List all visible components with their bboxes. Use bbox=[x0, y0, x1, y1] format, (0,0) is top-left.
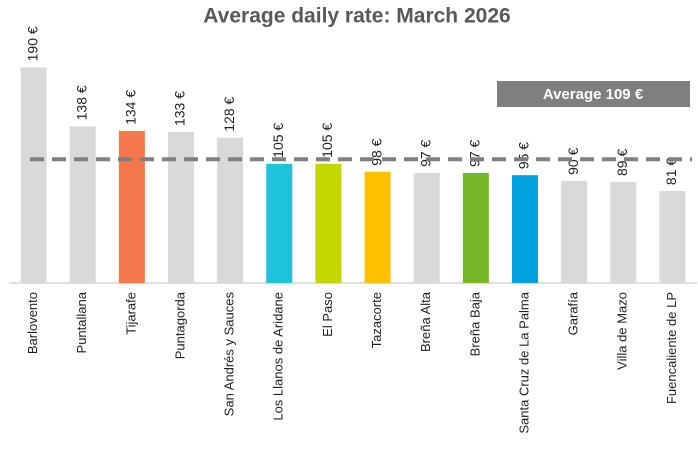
bar bbox=[561, 180, 588, 283]
value-label: 95 € bbox=[516, 142, 532, 169]
x-tick-label: Tazacorte bbox=[369, 292, 384, 348]
x-tick-label: Puntallana bbox=[74, 291, 89, 353]
value-label: 134 € bbox=[123, 90, 139, 125]
x-tick-label: Breña Alta bbox=[418, 291, 433, 352]
bar bbox=[462, 172, 489, 283]
value-label: 97 € bbox=[467, 139, 483, 166]
bar bbox=[217, 137, 244, 283]
value-label: 90 € bbox=[565, 147, 581, 174]
bar bbox=[69, 126, 96, 284]
bar bbox=[168, 132, 194, 283]
value-label: 128 € bbox=[221, 96, 237, 131]
value-label: 98 € bbox=[368, 138, 384, 165]
bar bbox=[315, 163, 342, 283]
bar bbox=[118, 130, 145, 283]
value-label: 81 € bbox=[663, 158, 679, 185]
value-label: 190 € bbox=[24, 26, 40, 61]
value-label: 97 € bbox=[417, 139, 433, 166]
value-label: 105 € bbox=[319, 123, 335, 158]
x-tick-label: Tijarafe bbox=[123, 292, 138, 335]
bar bbox=[413, 172, 440, 283]
value-label: 105 € bbox=[270, 123, 286, 158]
bar bbox=[659, 191, 686, 283]
x-tick-label: Garafía bbox=[566, 291, 581, 335]
x-tick-label: El Paso bbox=[320, 292, 335, 337]
bar bbox=[266, 163, 293, 283]
x-tick-label: Barlovento bbox=[25, 292, 40, 354]
x-tick-label: Breña Baja bbox=[467, 291, 482, 356]
x-tick-label: Fuencaliente de LP bbox=[664, 292, 679, 404]
bar bbox=[20, 67, 47, 283]
bar bbox=[512, 175, 538, 283]
x-tick-label: Los Llanos de Aridane bbox=[271, 292, 286, 421]
x-tick-label: Villa de Mazo bbox=[615, 292, 630, 370]
x-tick-label: Santa Cruz de La Palma bbox=[516, 291, 531, 433]
average-box bbox=[497, 81, 690, 107]
value-label: 138 € bbox=[73, 85, 89, 120]
x-tick-label: Puntagorda bbox=[172, 291, 187, 359]
bar bbox=[610, 181, 637, 283]
bar bbox=[364, 171, 391, 283]
x-tick-label: San Andrés y Sauces bbox=[222, 292, 237, 417]
average-label: Average 109 € bbox=[543, 86, 644, 103]
value-label: 133 € bbox=[172, 91, 188, 126]
value-label: 89 € bbox=[614, 149, 630, 176]
chart-title: Average daily rate: March 2026 bbox=[203, 5, 510, 28]
